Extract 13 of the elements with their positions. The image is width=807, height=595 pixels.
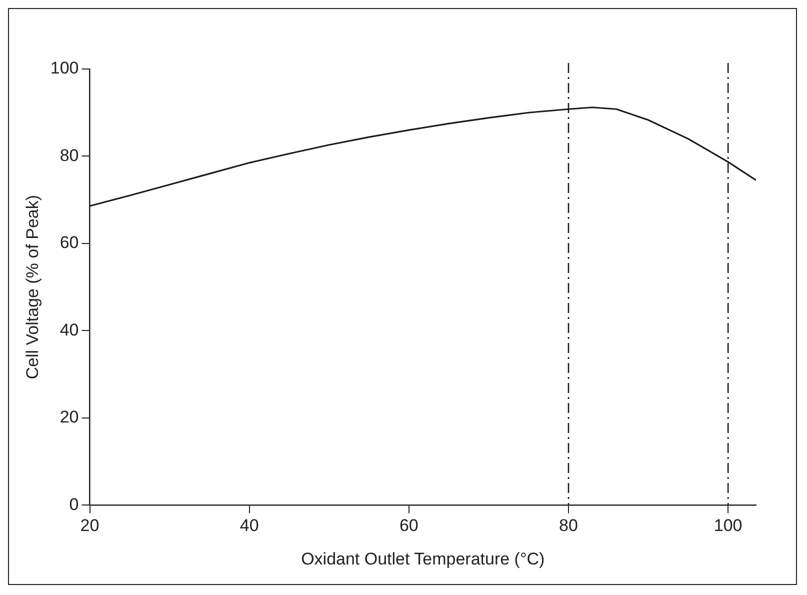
x-tick-label: 20 xyxy=(80,516,100,536)
y-tick-label: 20 xyxy=(60,408,79,427)
y-tick-label: 60 xyxy=(60,233,79,252)
x-tick-label: 100 xyxy=(714,516,742,536)
y-tick-label: 0 xyxy=(69,494,79,514)
y-axis-title: Cell Voltage (% of Peak) xyxy=(22,194,42,380)
x-tick-label: 40 xyxy=(240,516,259,536)
x-tick-label: 80 xyxy=(559,516,578,536)
y-tick-label: 100 xyxy=(50,58,79,78)
x-tick-label: 60 xyxy=(399,516,418,536)
y-tick-label: 80 xyxy=(60,146,79,165)
x-axis-title: Oxidant Outlet Temperature (°C) xyxy=(301,549,545,568)
y-tick-label: 40 xyxy=(60,320,79,340)
